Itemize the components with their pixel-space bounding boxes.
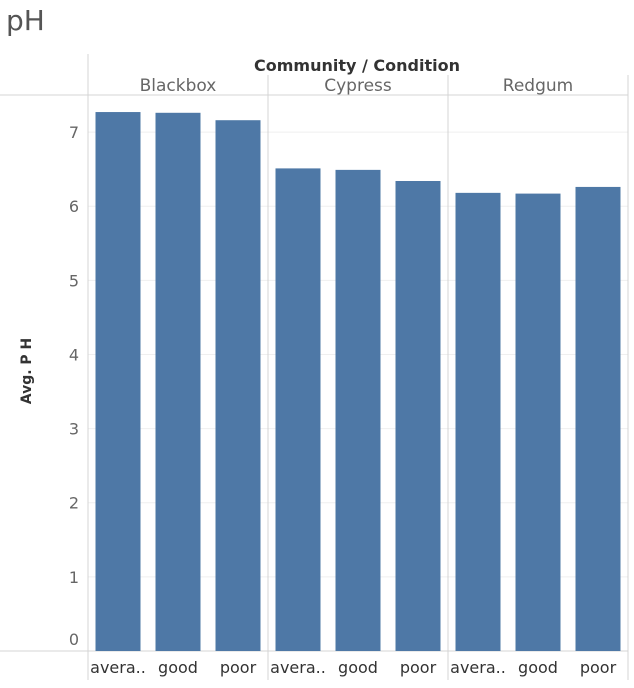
category-label: avera.. (450, 658, 506, 677)
bar-cypress-0 (275, 168, 321, 651)
category-label: avera.. (270, 658, 326, 677)
bars (95, 112, 621, 652)
category-label: good (518, 658, 558, 677)
bar-cypress-2 (395, 180, 441, 651)
y-tick-label: 5 (69, 271, 79, 290)
bar-redgum-1 (515, 193, 561, 651)
group-label-redgum: Redgum (503, 76, 573, 96)
bar-blackbox-0 (95, 112, 141, 652)
labels: 0 1 2 3 4 5 6 7 Blackbox avera.. good poor Cypress av… (69, 76, 617, 677)
category-label: good (338, 658, 378, 677)
bar-blackbox-2 (215, 120, 261, 652)
bar-redgum-2 (575, 186, 621, 651)
category-label: poor (580, 658, 617, 677)
y-tick-label: 1 (69, 568, 79, 587)
y-tick-label: 3 (69, 420, 79, 439)
y-tick-label: 2 (69, 494, 79, 513)
category-label: avera.. (90, 658, 146, 677)
page-title: pH (6, 4, 45, 37)
group-label-blackbox: Blackbox (140, 76, 217, 96)
y-tick-label: 6 (69, 197, 79, 216)
y-axis-title: Avg. P H (19, 338, 35, 405)
bar-blackbox-1 (155, 112, 201, 652)
bar-redgum-0 (455, 192, 501, 651)
header-title: Community / Condition (254, 56, 460, 75)
group-label-cypress: Cypress (324, 76, 392, 96)
y-tick-label: 7 (69, 123, 79, 142)
category-label: poor (220, 658, 257, 677)
bar-cypress-1 (335, 169, 381, 651)
category-label: good (158, 658, 198, 677)
category-label: poor (400, 658, 437, 677)
y-tick-label: 4 (69, 345, 79, 364)
y-tick-label: 0 (69, 630, 79, 649)
